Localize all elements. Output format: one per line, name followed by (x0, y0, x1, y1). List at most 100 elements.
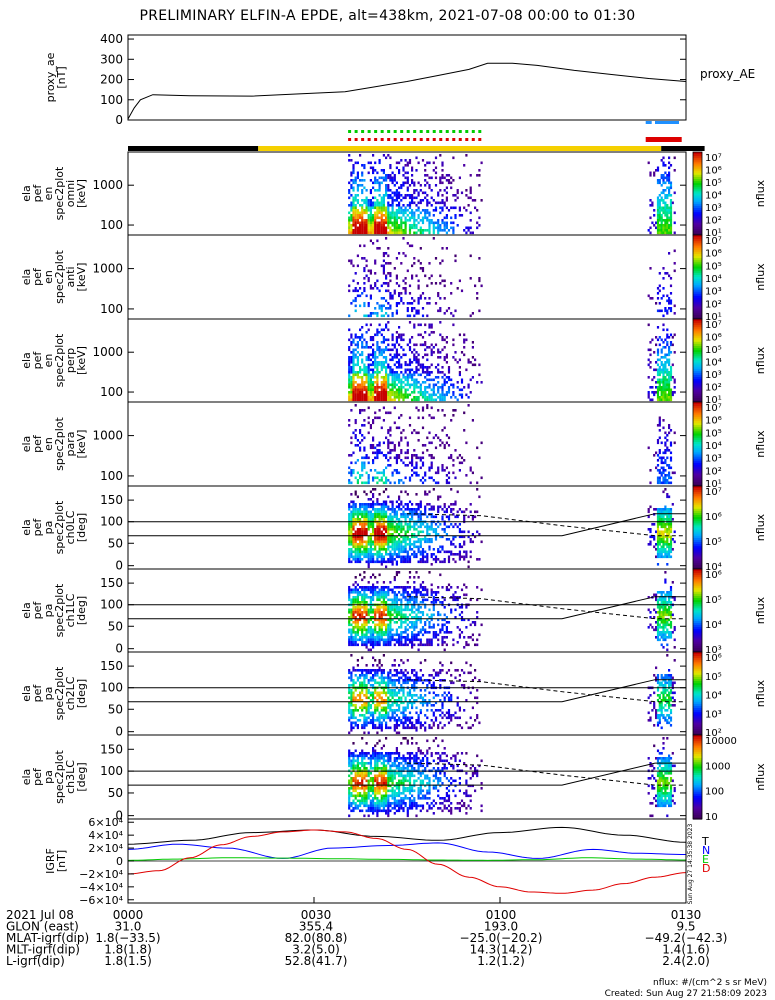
y-tick-label: 100 (100, 93, 123, 107)
anti-loss-cone-line (406, 596, 686, 620)
y-axis-label: pa (42, 687, 55, 701)
colorbar-tick: 10000 (705, 736, 737, 747)
heatmap-pa_ch0 (348, 488, 676, 569)
y-axis-label: ch2LC (64, 676, 77, 710)
series-label-proxy-ae: proxy_AE (700, 67, 755, 81)
panel-frame (127, 234, 687, 320)
ephemeris-row-label: GLON (east) (6, 920, 79, 934)
ephemeris-value: 0000 (113, 908, 144, 922)
colorbar-tick: 10⁷ (705, 236, 722, 247)
y-tick-label: 400 (100, 32, 123, 46)
y-axis-label: en (42, 187, 55, 201)
heatmap-pa_ch1 (348, 571, 676, 652)
colorbar-tick: 10⁶ (705, 653, 722, 664)
marker-green (380, 130, 384, 133)
units-note: nflux: #/(cm^2 s sr MeV) (653, 978, 767, 988)
marker-red (471, 138, 475, 141)
anti-loss-cone-line (406, 679, 686, 703)
colorbar-pa_ch2: 10⁶ 10⁵ 10⁴ 10³ 10² nflux (692, 651, 767, 739)
y-tick-label: 2×10⁴ (88, 842, 123, 855)
ephemeris-value: 9.5 (676, 920, 695, 934)
y-tick-label: 150 (100, 576, 123, 590)
colorbar-tick: 10¹ (705, 228, 722, 239)
y-tick-label: 100 (100, 598, 123, 612)
ephemeris-value: 52.8(41.7) (285, 954, 348, 968)
panel-proxy_ae: proxy_AE 400 300 200 100 0 proxy_ae[nT] (44, 32, 755, 127)
y-axis-label: pa (42, 770, 55, 784)
observation-markers (348, 121, 682, 142)
flag-segment (128, 146, 259, 151)
colorbar-label: nflux (754, 596, 767, 624)
ephemeris-table: 2021 Jul 08 0000 0030 0100 0130 GLON (east) 31… (6, 908, 727, 968)
marker-red (445, 138, 449, 141)
colorbar-tick: 10⁴ (705, 191, 722, 202)
ephemeris-value: 82.0(80.8) (285, 931, 348, 945)
colorbar-tick: 10¹ (705, 312, 722, 323)
y-axis-label: pef (31, 518, 44, 537)
y-axis-label: [deg] (75, 596, 88, 625)
colorbar-tick: 10² (705, 466, 722, 477)
y-axis-label: en (42, 437, 55, 451)
colorbar-tick: 10¹ (705, 395, 722, 406)
marker-green (374, 130, 378, 133)
flag-segment (258, 146, 662, 151)
igrf-series-N (127, 842, 686, 859)
flag-segment (661, 146, 705, 151)
y-axis-label: pef (31, 684, 44, 703)
y-tick-label: 50 (108, 619, 123, 633)
colorbar-tick: 10⁵ (705, 537, 722, 548)
heatmap-en_spec_perp (348, 321, 676, 402)
ephemeris-value: −49.2(−42.3) (645, 931, 728, 945)
marker-red (439, 138, 443, 141)
y-axis-label: [deg] (75, 679, 88, 708)
y-tick-label: 0 (115, 642, 123, 656)
legend-entry-D: D (702, 862, 710, 875)
marker-green (367, 130, 371, 133)
colorbar-tick: 10¹ (705, 479, 722, 490)
ephemeris-value: 3.2(5.0) (292, 943, 340, 957)
y-axis-label: ela (20, 769, 33, 786)
y-tick-label: 0 (115, 809, 123, 823)
colorbar-tick: 10⁶ (705, 512, 722, 523)
marker-red (432, 138, 436, 141)
marker-blue (645, 121, 652, 124)
y-tick-label: 100 (100, 681, 123, 695)
legend-entry-T: T (701, 835, 709, 848)
anti-loss-cone-line (406, 762, 686, 786)
colorbar-tick: 10³ (705, 203, 722, 214)
colorbar-tick: 10⁴ (705, 274, 722, 285)
y-tick-label: 150 (100, 659, 123, 673)
marker-green (387, 130, 391, 133)
y-axis-label: [keV] (75, 263, 88, 292)
y-axis-label: [nT] (55, 850, 68, 872)
ephemeris-value: 1.8(1.5) (104, 954, 152, 968)
ephemeris-value: 1.8(−33.5) (95, 931, 160, 945)
y-axis-label: pef (31, 434, 44, 453)
marker-green (354, 130, 358, 133)
y-tick-label: 0 (115, 725, 123, 739)
colorbar-tick: 10² (705, 728, 722, 739)
y-axis-label: [deg] (75, 513, 88, 542)
colorbar-pa_ch0: 10⁷ 10⁶ 10⁵ 10⁴ nflux (692, 485, 767, 573)
colorbar-label: nflux (754, 346, 767, 374)
marker-green (419, 130, 423, 133)
marker-red (465, 138, 469, 141)
legend-entry-E: E (702, 853, 709, 866)
marker-red (458, 138, 462, 141)
colorbar-tick: 10³ (705, 370, 722, 381)
y-tick-label: 50 (108, 702, 123, 716)
colorbar-pa_ch1: 10⁶ 10⁵ 10⁴ 10³ nflux (692, 568, 767, 656)
y-axis-label: spec2plot (53, 583, 66, 637)
marker-red (413, 138, 417, 141)
y-axis-label: [keV] (75, 179, 88, 208)
y-axis-label: IGRF (44, 848, 57, 874)
y-axis-label: spec2plot (53, 250, 66, 304)
colorbar-label: nflux (754, 430, 767, 458)
anti-loss-cone-line (406, 513, 686, 537)
ephemeris-value: 1.4(1.6) (662, 943, 710, 957)
y-axis-label: pef (31, 601, 44, 620)
